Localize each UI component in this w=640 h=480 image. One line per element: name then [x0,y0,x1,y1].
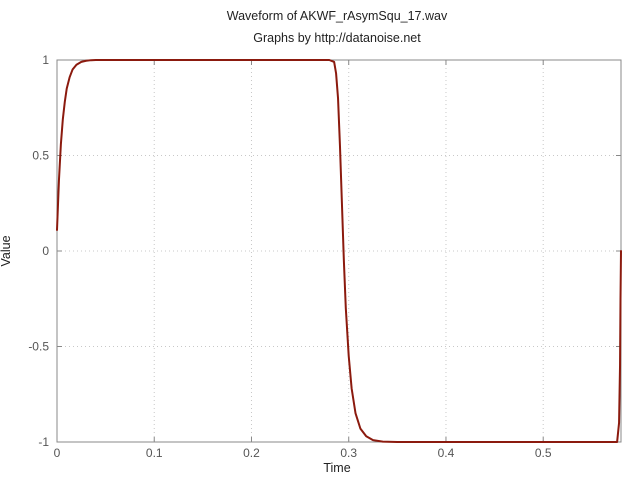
x-tick-label: 0 [54,446,61,460]
chart-title: Waveform of AKWF_rAsymSqu_17.wav [227,9,448,23]
waveform-line [56,59,622,443]
y-tick-label: -1 [38,435,49,449]
x-tick-label: 0.3 [340,446,357,460]
chart-subtitle: Graphs by http://datanoise.net [253,31,421,45]
x-tick-label: 0.4 [438,446,455,460]
x-axis-label: Time [323,461,350,475]
x-tick-label: 0.1 [146,446,163,460]
y-axis-label: Value [0,235,13,266]
y-tick-label: 0 [42,244,49,258]
x-tick-label: 0.5 [535,446,552,460]
x-tick-label: 0.2 [243,446,260,460]
y-tick-label: 1 [42,53,49,67]
series-layer [56,59,622,443]
axis-ticks: 0 0.1 0.2 0.3 0.4 0.5 -1 -0.5 0 0.5 1 [28,53,621,460]
y-tick-label: 0.5 [32,149,49,163]
y-tick-label: -0.5 [28,340,49,354]
